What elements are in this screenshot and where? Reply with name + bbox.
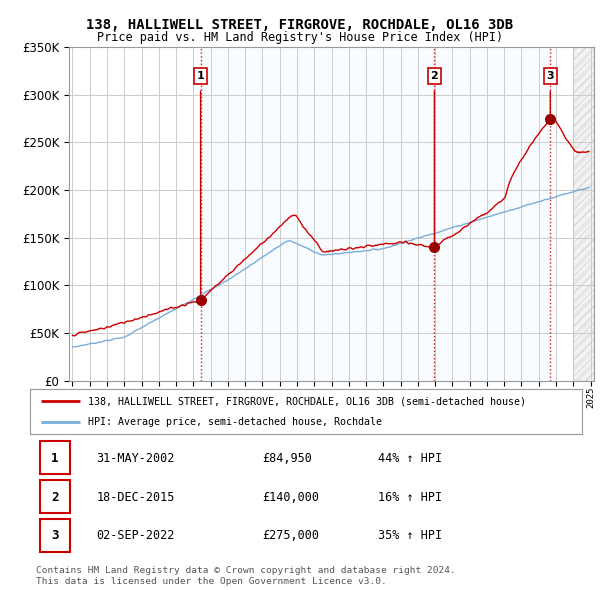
Text: £140,000: £140,000 [262,490,319,504]
Text: This data is licensed under the Open Government Licence v3.0.: This data is licensed under the Open Gov… [36,577,387,586]
Bar [573,47,594,381]
FancyBboxPatch shape [40,519,70,552]
Bar [573,47,594,381]
Text: 35% ↑ HPI: 35% ↑ HPI [378,529,442,542]
Text: 18-DEC-2015: 18-DEC-2015 [96,490,175,504]
Text: £84,950: £84,950 [262,452,312,465]
Text: HPI: Average price, semi-detached house, Rochdale: HPI: Average price, semi-detached house,… [88,417,382,427]
FancyBboxPatch shape [40,480,70,513]
Text: 44% ↑ HPI: 44% ↑ HPI [378,452,442,465]
Bar [573,47,594,381]
Text: 2: 2 [431,71,439,81]
Text: £275,000: £275,000 [262,529,319,542]
Text: 2: 2 [51,490,59,504]
Text: 16% ↑ HPI: 16% ↑ HPI [378,490,442,504]
Text: Price paid vs. HM Land Registry's House Price Index (HPI): Price paid vs. HM Land Registry's House … [97,31,503,44]
Text: 138, HALLIWELL STREET, FIRGROVE, ROCHDALE, OL16 3DB: 138, HALLIWELL STREET, FIRGROVE, ROCHDAL… [86,18,514,32]
Bar [200,47,550,381]
Text: 3: 3 [547,71,554,81]
Text: 31-MAY-2002: 31-MAY-2002 [96,452,175,465]
Text: 138, HALLIWELL STREET, FIRGROVE, ROCHDALE, OL16 3DB (semi-detached house): 138, HALLIWELL STREET, FIRGROVE, ROCHDAL… [88,396,526,407]
Text: 3: 3 [51,529,59,542]
Text: 1: 1 [197,71,205,81]
Text: 02-SEP-2022: 02-SEP-2022 [96,529,175,542]
Text: Contains HM Land Registry data © Crown copyright and database right 2024.: Contains HM Land Registry data © Crown c… [36,566,456,575]
FancyBboxPatch shape [40,441,70,474]
Text: 1: 1 [51,452,59,465]
